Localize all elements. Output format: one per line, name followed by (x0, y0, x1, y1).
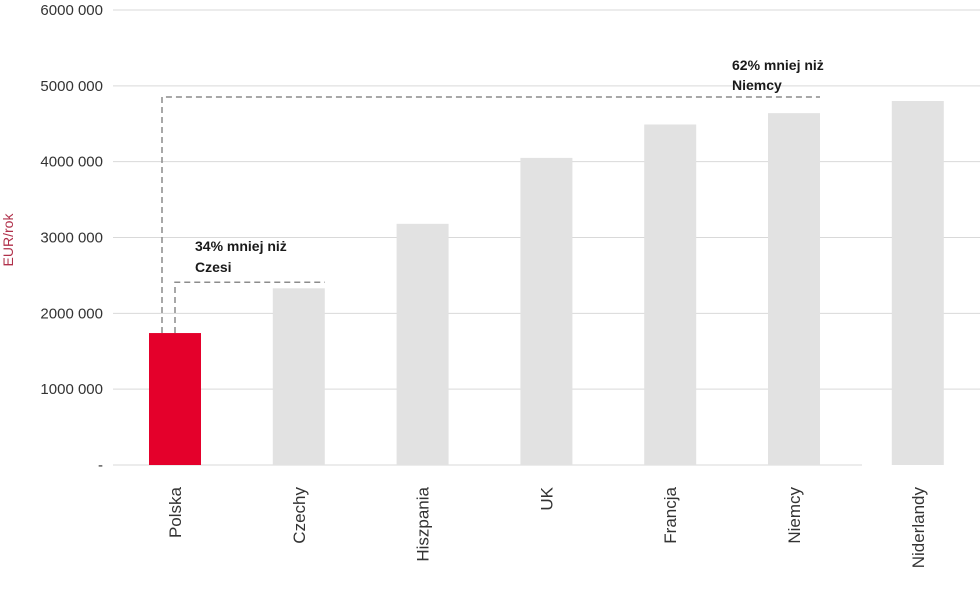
annotation-bracket (174, 281, 325, 334)
bar-francja (644, 124, 697, 465)
y-tick-label: 3000 000 (40, 230, 103, 247)
y-tick-label: 5000 000 (40, 78, 103, 95)
category-label: Czechy (290, 487, 309, 544)
annotation-text: 34% mniej niż (195, 238, 287, 254)
category-label: Francja (661, 486, 680, 543)
y-tick-label: 6000 000 (40, 2, 103, 19)
y-tick-label: 1000 000 (40, 381, 103, 398)
annotations: 34% mniej niż Czesi 62% mniej niż Niemcy (161, 57, 824, 334)
bar-hiszpania (396, 223, 449, 465)
y-axis-ticks: - 1000 000 2000 000 3000 000 4000 000 5000 00… (40, 2, 103, 474)
category-label: Hiszpania (414, 486, 433, 561)
annotation-text: Niemcy (732, 77, 782, 93)
annotation-text: Czesi (195, 259, 232, 275)
bar-czechy (272, 288, 325, 465)
y-tick-label: 2000 000 (40, 305, 103, 322)
bar-niemcy (768, 113, 820, 465)
annotation-bracket (161, 96, 820, 334)
annotation-text: 62% mniej niż (732, 57, 824, 73)
y-axis-title: EUR/rok (0, 213, 16, 267)
y-tick-label: - (98, 457, 103, 474)
category-label: Niemcy (785, 487, 804, 544)
bar-niderlandy (891, 101, 944, 465)
category-label: UK (537, 486, 556, 510)
bars (149, 101, 944, 465)
category-label: Polska (166, 486, 185, 538)
category-label: Niderlandy (909, 487, 928, 569)
bar-polska (149, 333, 201, 465)
y-tick-label: 4000 000 (40, 154, 103, 171)
x-axis-categories: Polska Czechy Hiszpania UK Francja Niemcy Nide… (166, 486, 928, 568)
bar-uk (520, 157, 573, 465)
